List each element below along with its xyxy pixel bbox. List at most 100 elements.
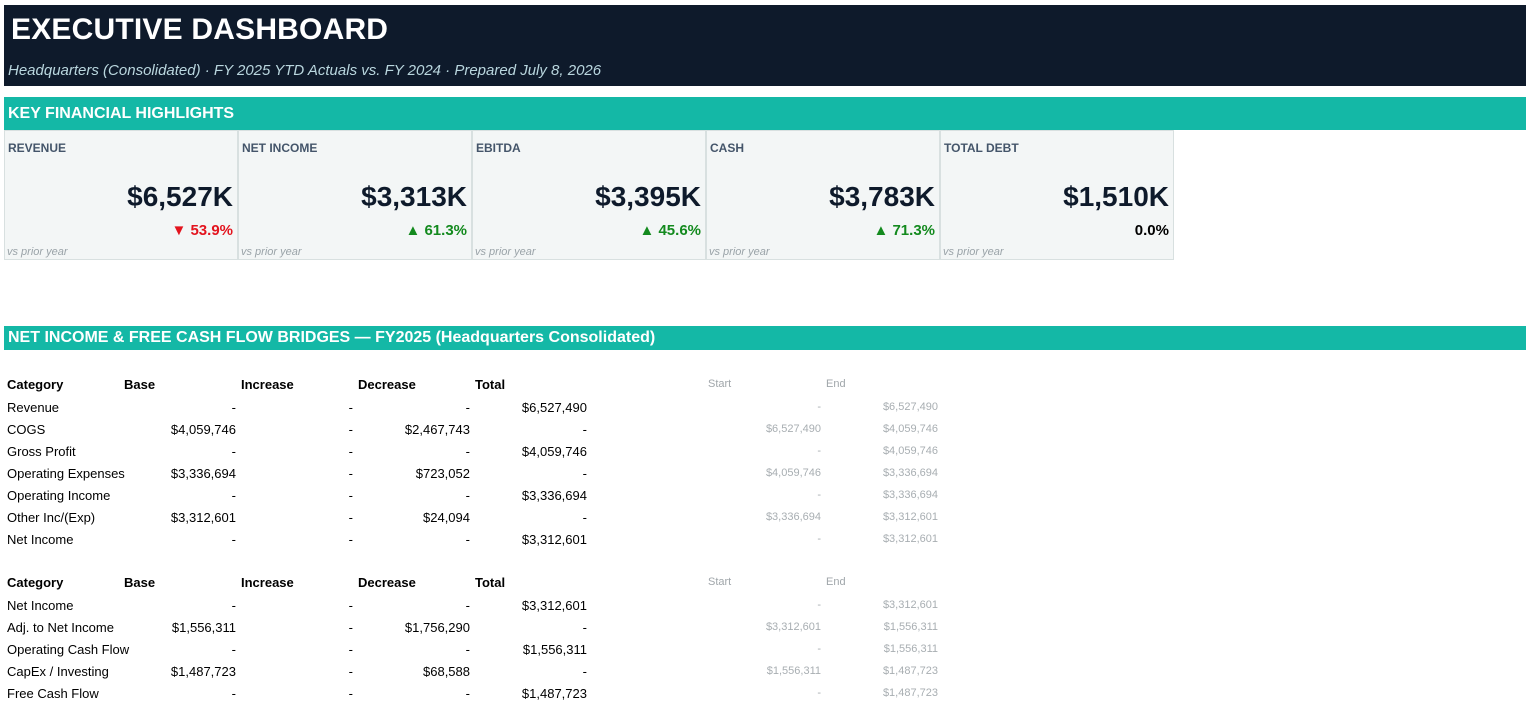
- cell-category[interactable]: Net Income: [7, 598, 74, 613]
- cell-decrease[interactable]: -: [465, 400, 470, 415]
- cell-total[interactable]: -: [582, 466, 587, 481]
- cell-end[interactable]: $4,059,746: [882, 423, 938, 435]
- table-row: Revenue - - - $6,527,490 - $6,527,490: [0, 399, 950, 421]
- cell-total[interactable]: -: [582, 422, 587, 437]
- cell-decrease[interactable]: $68,588: [423, 664, 470, 679]
- cell-total[interactable]: $3,336,694: [521, 488, 587, 503]
- table-row: Operating Cash Flow - - - $1,556,311 - $1,556,…: [0, 641, 950, 663]
- cell-decrease[interactable]: $1,756,290: [404, 620, 470, 635]
- cell-increase[interactable]: -: [348, 400, 353, 415]
- cell-base[interactable]: $3,312,601: [170, 510, 236, 525]
- table-row: Net Income - - - $3,312,601 - $3,312,601: [0, 597, 950, 619]
- cell-end[interactable]: $1,556,311: [883, 643, 938, 655]
- cell-category[interactable]: Free Cash Flow: [7, 686, 99, 701]
- kpi-card-total-debt[interactable]: TOTAL DEBT $1,510K 0.0% vs prior year: [940, 130, 1174, 260]
- cell-start[interactable]: -: [817, 599, 821, 611]
- cell-base[interactable]: $3,336,694: [170, 466, 236, 481]
- cell-increase[interactable]: -: [348, 532, 353, 547]
- cell-total[interactable]: $6,527,490: [521, 400, 587, 415]
- cell-increase[interactable]: -: [348, 642, 353, 657]
- kpi-card-revenue[interactable]: REVENUE $6,527K ▼ 53.9% vs prior year: [4, 130, 238, 260]
- cell-base[interactable]: -: [231, 686, 236, 701]
- cell-total[interactable]: -: [582, 664, 587, 679]
- cell-end[interactable]: $3,312,601: [882, 511, 938, 523]
- cell-increase[interactable]: -: [348, 444, 353, 459]
- cell-decrease[interactable]: $2,467,743: [404, 422, 470, 437]
- cell-end[interactable]: $3,312,601: [882, 599, 938, 611]
- cell-start[interactable]: $3,336,694: [765, 511, 821, 523]
- cell-end[interactable]: $1,556,311: [883, 621, 938, 633]
- cell-total[interactable]: $3,312,601: [521, 532, 587, 547]
- cell-end[interactable]: $3,336,694: [882, 489, 938, 501]
- cell-category[interactable]: Operating Cash Flow: [7, 642, 130, 657]
- cell-total[interactable]: $1,487,723: [521, 686, 587, 701]
- cell-category[interactable]: Operating Income: [7, 488, 111, 503]
- cell-category[interactable]: Operating Expenses: [7, 466, 125, 481]
- cell-increase[interactable]: -: [348, 422, 353, 437]
- kpi-label: NET INCOME: [242, 141, 318, 155]
- cell-end[interactable]: $1,487,723: [882, 687, 938, 699]
- cell-base[interactable]: -: [231, 642, 236, 657]
- kpi-change-flat: 0.0%: [1134, 222, 1169, 239]
- table-row: Net Income - - - $3,312,601 - $3,312,601: [0, 531, 950, 553]
- cell-start[interactable]: -: [817, 445, 821, 457]
- cell-base[interactable]: -: [231, 400, 236, 415]
- cell-total[interactable]: $1,556,311: [522, 642, 587, 657]
- cell-end[interactable]: $6,527,490: [882, 401, 938, 413]
- cell-increase[interactable]: -: [348, 466, 353, 481]
- cell-start[interactable]: -: [817, 489, 821, 501]
- cell-decrease[interactable]: -: [465, 532, 470, 547]
- cell-base[interactable]: -: [231, 532, 236, 547]
- kpi-card-ebitda[interactable]: EBITDA $3,395K ▲ 45.6% vs prior year: [472, 130, 706, 260]
- cell-end[interactable]: $1,487,723: [882, 665, 938, 677]
- cell-start[interactable]: $3,312,601: [765, 621, 821, 633]
- cell-end[interactable]: $4,059,746: [882, 445, 938, 457]
- cell-start[interactable]: $6,527,490: [765, 423, 821, 435]
- cell-start[interactable]: -: [817, 643, 821, 655]
- cell-increase[interactable]: -: [348, 620, 353, 635]
- cell-category[interactable]: Other Inc/(Exp): [7, 510, 96, 525]
- cell-category[interactable]: Gross Profit: [7, 444, 76, 459]
- cell-category[interactable]: Adj. to Net Income: [7, 620, 114, 635]
- kpi-change-up: ▲ 61.3%: [405, 222, 467, 239]
- cell-category[interactable]: COGS: [7, 422, 46, 437]
- cell-decrease[interactable]: -: [465, 686, 470, 701]
- cell-category[interactable]: Net Income: [7, 532, 74, 547]
- kpi-card-cash[interactable]: CASH $3,783K ▲ 71.3% vs prior year: [706, 130, 940, 260]
- cell-decrease[interactable]: $723,052: [415, 466, 470, 481]
- cell-base[interactable]: $4,059,746: [170, 422, 236, 437]
- page-subtitle: Headquarters (Consolidated) · FY 2025 YT…: [8, 62, 602, 79]
- cell-base[interactable]: -: [231, 598, 236, 613]
- cell-total[interactable]: -: [582, 620, 587, 635]
- cell-base[interactable]: $1,556,311: [171, 620, 236, 635]
- cell-decrease[interactable]: -: [465, 642, 470, 657]
- cell-start[interactable]: -: [817, 687, 821, 699]
- cell-decrease[interactable]: -: [465, 488, 470, 503]
- cell-total[interactable]: -: [582, 510, 587, 525]
- kpi-footnote: vs prior year: [709, 246, 770, 258]
- cell-total[interactable]: $3,312,601: [521, 598, 587, 613]
- cell-increase[interactable]: -: [348, 510, 353, 525]
- column-header-increase: Increase: [241, 575, 294, 590]
- cell-category[interactable]: CapEx / Investing: [7, 664, 109, 679]
- cell-start[interactable]: $1,556,311: [766, 665, 821, 677]
- cell-category[interactable]: Revenue: [7, 400, 60, 415]
- cell-start[interactable]: -: [817, 533, 821, 545]
- kpi-value: $3,783K: [829, 181, 935, 212]
- cell-total[interactable]: $4,059,746: [521, 444, 587, 459]
- kpi-card-net-income[interactable]: NET INCOME $3,313K ▲ 61.3% vs prior year: [238, 130, 472, 260]
- cell-base[interactable]: $1,487,723: [170, 664, 236, 679]
- cell-end[interactable]: $3,336,694: [882, 467, 938, 479]
- cell-base[interactable]: -: [231, 444, 236, 459]
- cell-increase[interactable]: -: [348, 488, 353, 503]
- cell-end[interactable]: $3,312,601: [882, 533, 938, 545]
- cell-decrease[interactable]: -: [465, 598, 470, 613]
- cell-decrease[interactable]: -: [465, 444, 470, 459]
- cell-increase[interactable]: -: [348, 686, 353, 701]
- cell-start[interactable]: -: [817, 401, 821, 413]
- cell-increase[interactable]: -: [348, 598, 353, 613]
- cell-increase[interactable]: -: [348, 664, 353, 679]
- cell-decrease[interactable]: $24,094: [423, 510, 470, 525]
- cell-base[interactable]: -: [231, 488, 236, 503]
- cell-start[interactable]: $4,059,746: [765, 467, 821, 479]
